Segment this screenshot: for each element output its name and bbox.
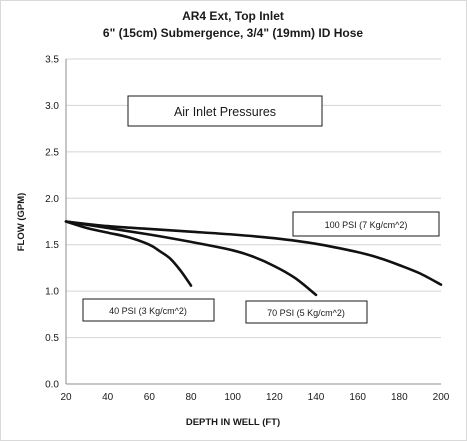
y-tick-label: 3.0 bbox=[45, 101, 59, 112]
x-tick-label: 60 bbox=[144, 392, 156, 403]
x-tick-label: 80 bbox=[185, 392, 197, 403]
x-tick-labels: 20 40 60 80 100 120 140 160 180 200 bbox=[60, 392, 449, 403]
series-line-70psi bbox=[64, 220, 318, 297]
series-label-box-40psi: 40 PSI (3 Kg/cm^2) bbox=[82, 298, 215, 322]
y-tick-label: 0.0 bbox=[45, 380, 59, 391]
series-label-border bbox=[292, 211, 440, 237]
x-axis-title: DEPTH IN WELL (FT) bbox=[186, 417, 280, 428]
legend-title-border bbox=[127, 95, 323, 127]
y-tick-label: 1.5 bbox=[45, 240, 59, 251]
series-label-border bbox=[82, 298, 215, 322]
chart-title: AR4 Ext, Top Inlet bbox=[182, 9, 284, 23]
series-label-40psi: 40 PSI (3 Kg/cm^2) bbox=[109, 306, 187, 316]
y-tick-label: 1.0 bbox=[45, 287, 59, 298]
series-line-40psi bbox=[64, 220, 193, 287]
x-tick-label: 100 bbox=[224, 392, 241, 403]
series-lines bbox=[64, 220, 443, 297]
series-label-box-70psi: 70 PSI (5 Kg/cm^2) bbox=[245, 300, 368, 324]
y-tick-label: 2.5 bbox=[45, 147, 59, 158]
x-tick-label: 120 bbox=[266, 392, 283, 403]
series-label-border bbox=[245, 300, 368, 324]
y-tick-label: 0.5 bbox=[45, 333, 59, 344]
x-tick-label: 180 bbox=[391, 392, 408, 403]
y-axis-title: FLOW (GPM) bbox=[16, 193, 27, 252]
x-tick-label: 140 bbox=[308, 392, 325, 403]
series-line-100psi bbox=[64, 220, 443, 286]
chart-subtitle: 6" (15cm) Submergence, 3/4" (19mm) ID Ho… bbox=[103, 26, 363, 40]
legend-title: Air Inlet Pressures bbox=[174, 105, 276, 119]
x-tick-label: 40 bbox=[102, 392, 114, 403]
x-tick-label: 20 bbox=[60, 392, 72, 403]
x-tick-label: 160 bbox=[349, 392, 366, 403]
legend-title-box: Air Inlet Pressures bbox=[127, 95, 323, 127]
series-label-70psi: 70 PSI (5 Kg/cm^2) bbox=[267, 308, 345, 318]
x-tick-label: 200 bbox=[433, 392, 450, 403]
series-label-box-100psi: 100 PSI (7 Kg/cm^2) bbox=[292, 211, 440, 237]
y-tick-labels: 0.0 0.5 1.0 1.5 2.0 2.5 3.0 3.5 bbox=[45, 55, 59, 391]
series-label-100psi: 100 PSI (7 Kg/cm^2) bbox=[325, 220, 408, 230]
y-tick-label: 3.5 bbox=[45, 55, 59, 66]
y-tick-label: 2.0 bbox=[45, 194, 59, 205]
